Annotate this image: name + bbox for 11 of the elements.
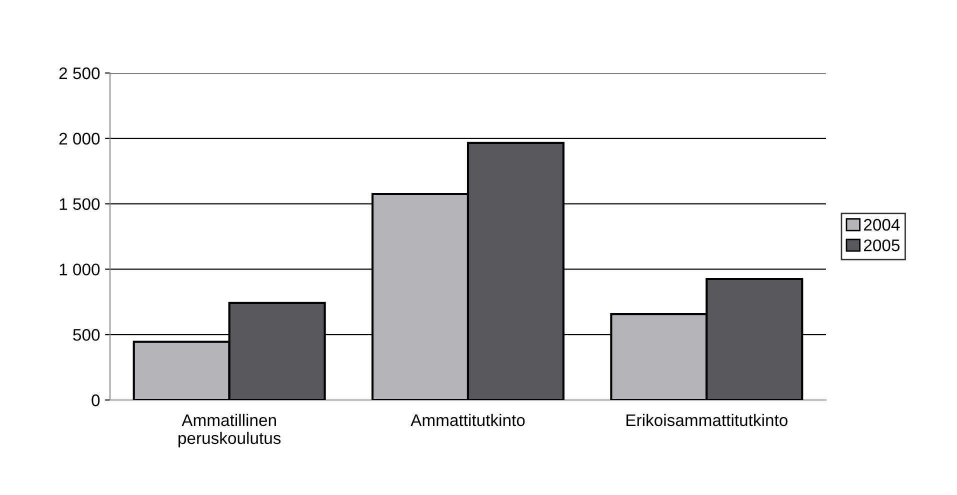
y-tick-label: 1 000: [60, 264, 100, 276]
y-tick-label: 0: [92, 394, 100, 406]
y-tick-label: 1 500: [60, 198, 100, 210]
x-tick-label: Ammattitutkinto: [410, 414, 525, 426]
y-tick-label: 2 500: [59, 67, 100, 80]
y-tick-label: 500: [73, 329, 100, 341]
x-tick-label: Erikoisammattitutkinto: [626, 414, 788, 426]
y-tick-label: 2 000: [59, 132, 100, 145]
legend-label: 2005: [864, 239, 900, 252]
x-tick-label: Ammatillinen peruskoulutus: [178, 414, 281, 448]
legend-label: 2004: [864, 218, 900, 231]
